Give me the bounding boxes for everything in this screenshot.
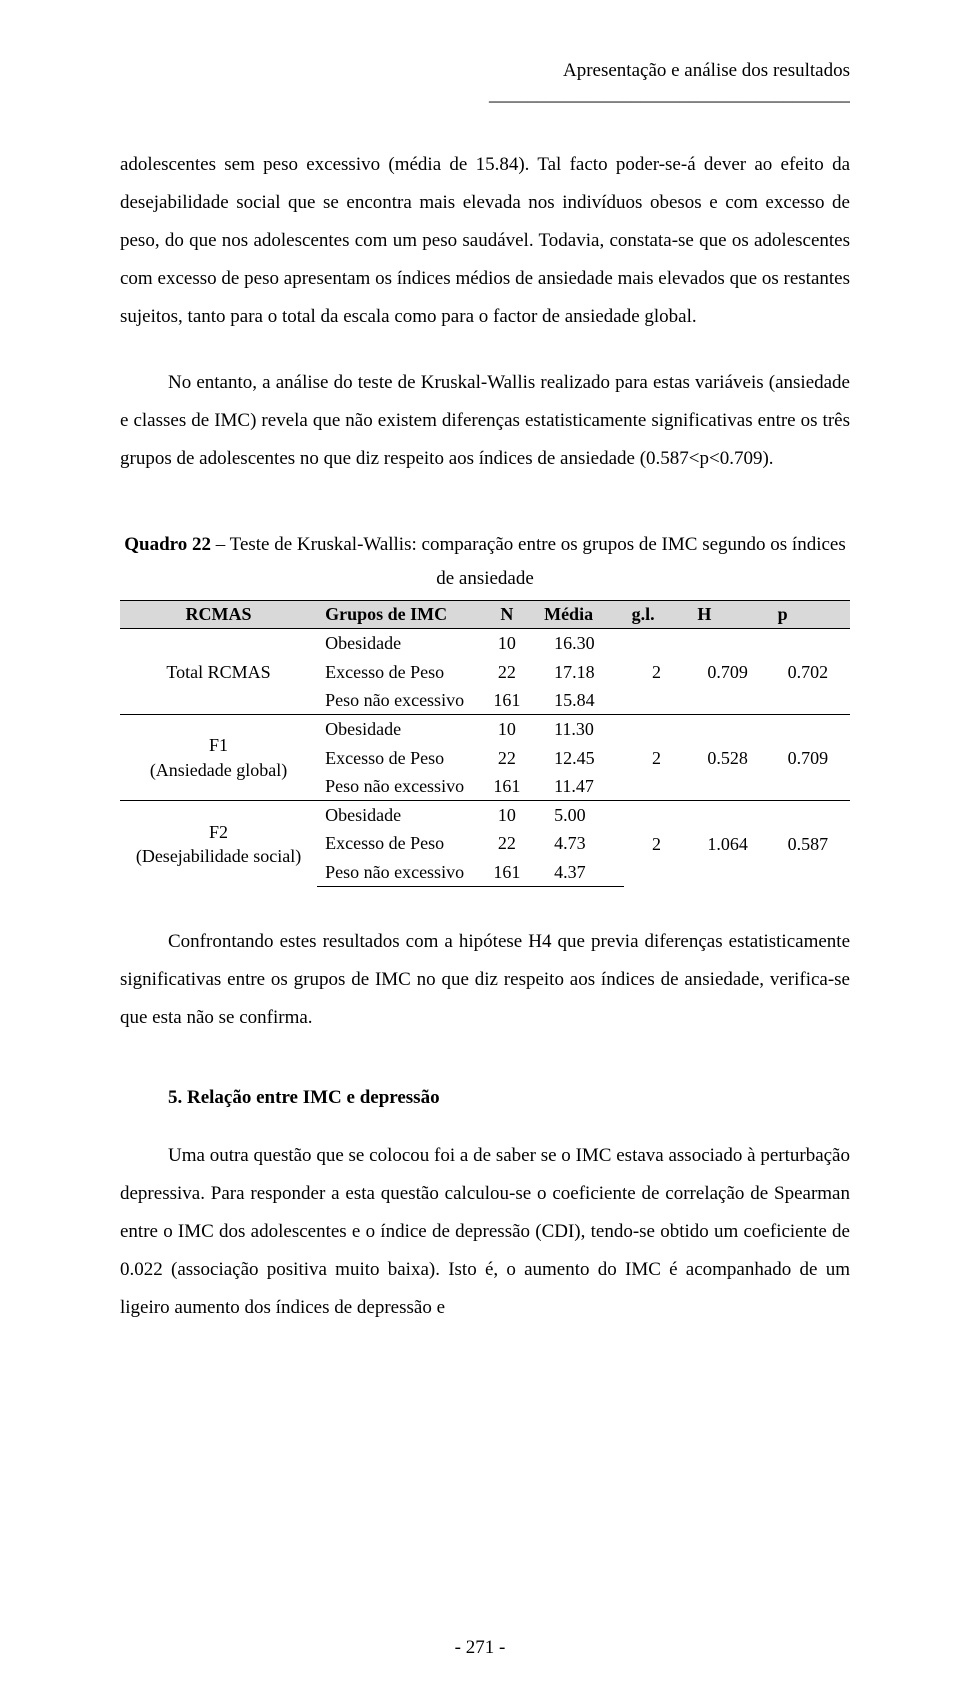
cell-n: 161 [478,772,536,801]
running-header: Apresentação e análise dos resultados [120,60,850,82]
table-row: F1 (Ansiedade global) Obesidade 10 11.30… [120,715,850,744]
cell-p: 0.709 [770,715,850,801]
cell-n: 161 [478,686,536,715]
table-header-row: RCMAS Grupos de IMC N Média g.l. H p [120,601,850,629]
cell-media: 11.30 [536,715,624,744]
cell-n: 22 [478,829,536,857]
cell-media: 17.18 [536,658,624,686]
cell-h: 1.064 [689,801,769,887]
th-media: Média [536,601,624,629]
header-rule: ______________________________________ [120,84,850,106]
cell-rcmas: F2 (Desejabilidade social) [120,801,317,887]
th-rcmas: RCMAS [120,601,317,629]
cell-media: 16.30 [536,629,624,658]
paragraph-3-text: Confrontando estes resultados com a hipó… [120,931,850,1028]
section-heading-5: 5. Relação entre IMC e depressão [120,1087,850,1109]
cell-rcmas: Total RCMAS [120,629,317,715]
table-row: F2 (Desejabilidade social) Obesidade 10 … [120,801,850,830]
cell-media: 4.73 [536,829,624,857]
th-gl: g.l. [624,601,690,629]
paragraph-3: Confrontando estes resultados com a hipó… [120,923,850,1037]
cell-gl: 2 [624,801,690,887]
table-caption-rest: – Teste de Kruskal-Wallis: comparação en… [211,534,846,589]
cell-group: Obesidade [317,715,478,744]
cell-p: 0.702 [770,629,850,715]
paragraph-1: adolescentes sem peso excessivo (média d… [120,146,850,336]
cell-h: 0.528 [689,715,769,801]
cell-group: Excesso de Peso [317,829,478,857]
kruskal-wallis-table: RCMAS Grupos de IMC N Média g.l. H p Tot… [120,600,850,887]
th-n: N [478,601,536,629]
table-caption: Quadro 22 – Teste de Kruskal-Wallis: com… [120,528,850,596]
paragraph-4-text: Uma outra questão que se colocou foi a d… [120,1145,850,1318]
cell-group: Obesidade [317,801,478,830]
cell-n: 10 [478,629,536,658]
cell-group: Excesso de Peso [317,658,478,686]
paragraph-2: No entanto, a análise do teste de Kruska… [120,364,850,478]
cell-h: 0.709 [689,629,769,715]
cell-gl: 2 [624,715,690,801]
cell-p: 0.587 [770,801,850,887]
paragraph-2-text: No entanto, a análise do teste de Kruska… [120,372,850,469]
cell-n: 22 [478,658,536,686]
cell-gl: 2 [624,629,690,715]
cell-media: 11.47 [536,772,624,801]
cell-group: Excesso de Peso [317,744,478,772]
cell-media: 12.45 [536,744,624,772]
th-grupos: Grupos de IMC [317,601,478,629]
cell-n: 10 [478,715,536,744]
page-number: - 271 - [0,1637,960,1659]
cell-group: Obesidade [317,629,478,658]
cell-media: 5.00 [536,801,624,830]
cell-n: 10 [478,801,536,830]
table-caption-label: Quadro 22 [124,534,211,555]
page: Apresentação e análise dos resultados __… [0,0,960,1699]
cell-n: 22 [478,744,536,772]
cell-group: Peso não excessivo [317,858,478,887]
cell-rcmas: F1 (Ansiedade global) [120,715,317,801]
cell-group: Peso não excessivo [317,686,478,715]
cell-n: 161 [478,858,536,887]
cell-media: 15.84 [536,686,624,715]
th-h: H [689,601,769,629]
paragraph-4: Uma outra questão que se colocou foi a d… [120,1137,850,1327]
cell-media: 4.37 [536,858,624,887]
table-row: Total RCMAS Obesidade 10 16.30 2 0.709 0… [120,629,850,658]
cell-group: Peso não excessivo [317,772,478,801]
th-p: p [770,601,850,629]
